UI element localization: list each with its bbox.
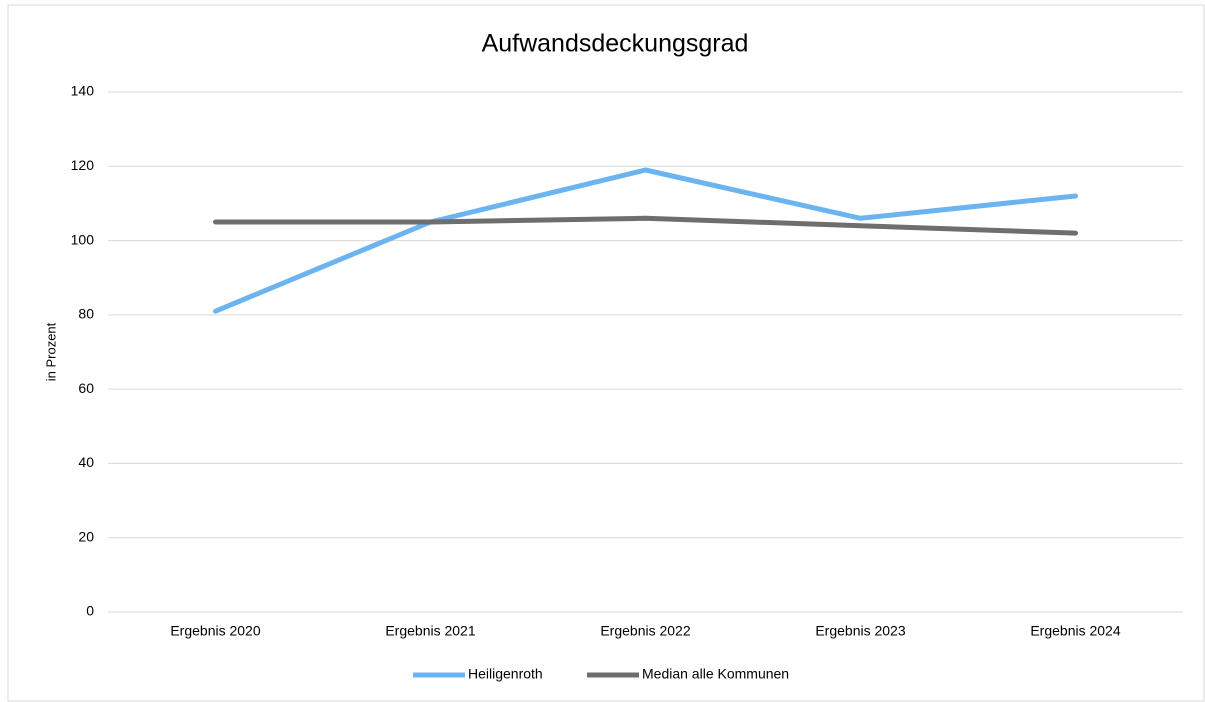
y-tick-label: 120 [71, 157, 95, 173]
series-line [213, 167, 1078, 314]
y-axis-label: in Prozent [43, 322, 58, 381]
y-tick-label: 60 [78, 380, 94, 396]
y-tick-label: 40 [78, 454, 94, 470]
y-tick-label: 0 [86, 603, 94, 619]
x-tick-label: Ergebnis 2024 [1030, 623, 1121, 639]
legend-label: Median alle Kommunen [642, 666, 789, 682]
chart-border [7, 4, 1205, 702]
y-tick-label: 80 [78, 306, 94, 322]
x-tick-label: Ergebnis 2022 [600, 623, 691, 639]
y-tick-label: 100 [71, 231, 95, 247]
x-tick-label: Ergebnis 2021 [385, 623, 476, 639]
chart-title: Aufwandsdeckungsgrad [482, 30, 749, 58]
series-line [213, 215, 1078, 236]
y-tick-label: 20 [78, 528, 94, 544]
x-tick-label: Ergebnis 2020 [170, 623, 261, 639]
y-tick-label: 140 [71, 83, 95, 99]
x-tick-label: Ergebnis 2023 [815, 623, 906, 639]
legend-label: Heiligenroth [468, 666, 543, 682]
